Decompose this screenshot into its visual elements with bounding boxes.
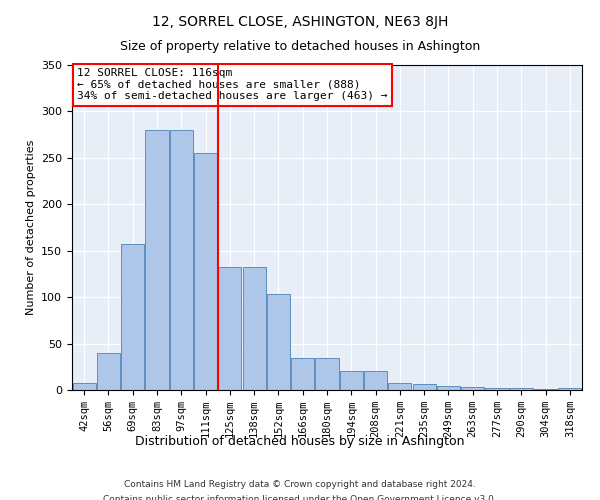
Bar: [267, 294, 290, 390]
Bar: [291, 358, 314, 390]
Y-axis label: Number of detached properties: Number of detached properties: [26, 140, 35, 315]
Bar: [510, 388, 533, 390]
Bar: [145, 130, 169, 390]
Text: Contains HM Land Registry data © Crown copyright and database right 2024.: Contains HM Land Registry data © Crown c…: [124, 480, 476, 489]
Text: Distribution of detached houses by size in Ashington: Distribution of detached houses by size …: [135, 435, 465, 448]
Bar: [316, 358, 338, 390]
Bar: [73, 382, 95, 390]
Bar: [413, 384, 436, 390]
Text: Size of property relative to detached houses in Ashington: Size of property relative to detached ho…: [120, 40, 480, 53]
Bar: [121, 244, 144, 390]
Bar: [485, 388, 509, 390]
Bar: [194, 153, 217, 390]
Bar: [340, 372, 363, 390]
Bar: [534, 389, 557, 390]
Bar: [218, 268, 241, 390]
Bar: [559, 388, 581, 390]
Bar: [364, 372, 387, 390]
Text: 12, SORREL CLOSE, ASHINGTON, NE63 8JH: 12, SORREL CLOSE, ASHINGTON, NE63 8JH: [152, 15, 448, 29]
Bar: [461, 387, 484, 390]
Bar: [242, 268, 266, 390]
Bar: [97, 353, 120, 390]
Bar: [437, 386, 460, 390]
Text: 12 SORREL CLOSE: 116sqm
← 65% of detached houses are smaller (888)
34% of semi-d: 12 SORREL CLOSE: 116sqm ← 65% of detache…: [77, 68, 388, 102]
Text: Contains public sector information licensed under the Open Government Licence v3: Contains public sector information licen…: [103, 495, 497, 500]
Bar: [170, 130, 193, 390]
Bar: [388, 382, 412, 390]
